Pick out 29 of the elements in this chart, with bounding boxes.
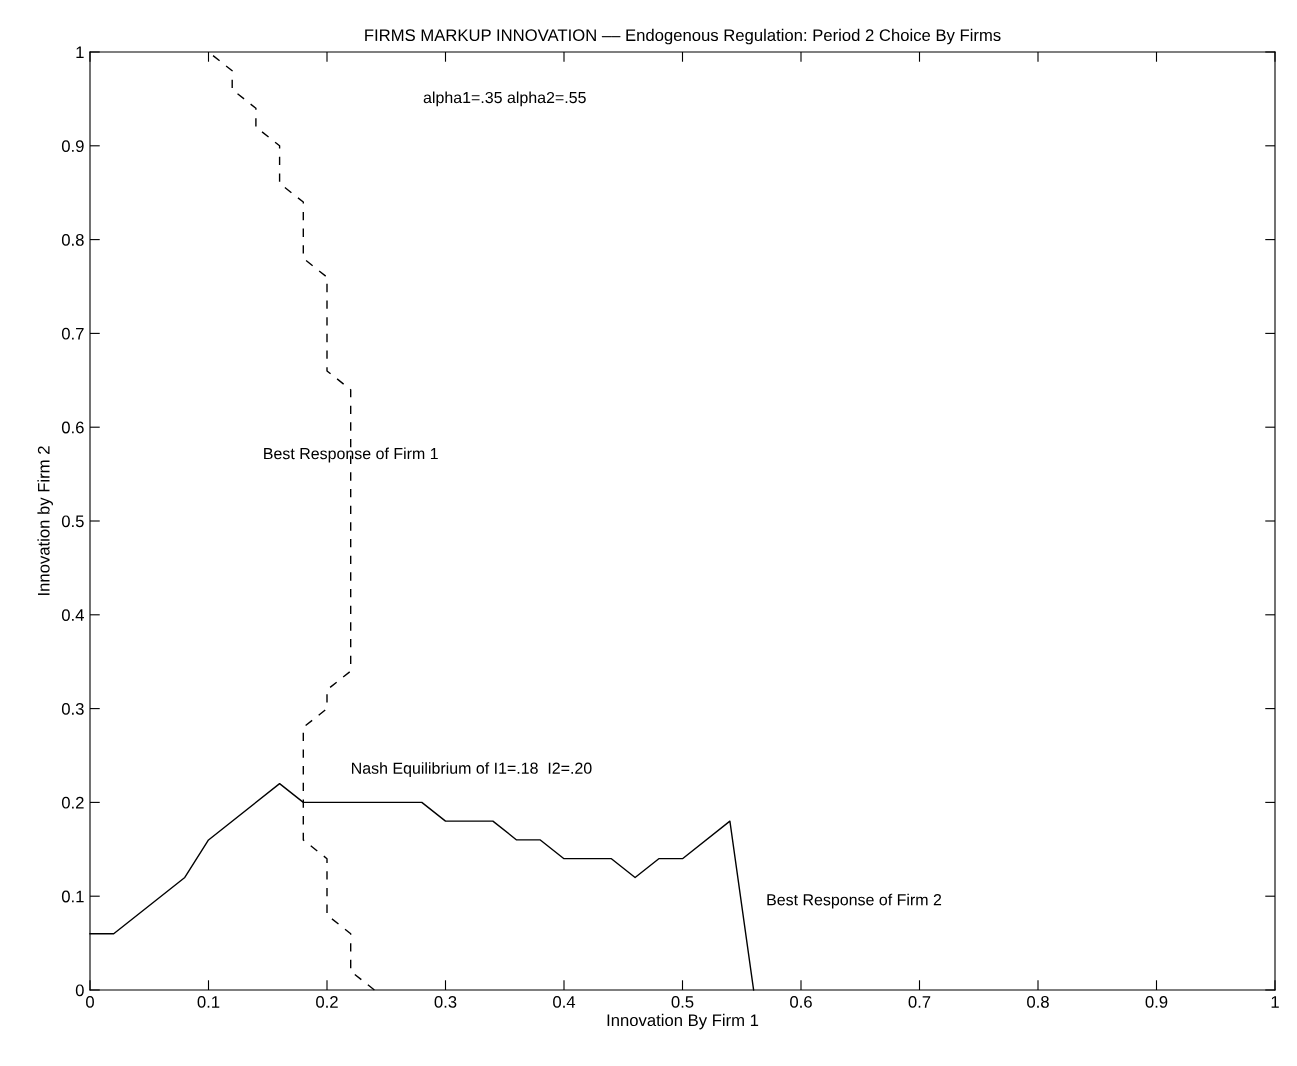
y-tick-label: 0.3	[61, 703, 84, 715]
y-tick-label: 1	[76, 46, 84, 59]
x-tick-label: 0.7	[908, 996, 931, 1008]
y-tick-label: 0.6	[61, 421, 84, 434]
series-label: Best Response of Firm 2	[767, 893, 942, 909]
y-tick-label: 0.7	[61, 327, 84, 340]
chart-title: FIRMS MARKUP INNOVATION –– Endogenous Regulation: Period 2 Choice By Firms	[365, 28, 1001, 45]
annotation: Nash Equilibrium of I1=.18 I2=.20	[352, 762, 592, 778]
y-tick-label: 0.1	[61, 890, 84, 903]
x-tick-label: 0.4	[553, 996, 576, 1008]
y-tick-label: 0.2	[61, 796, 84, 809]
y-tick-label: 0.9	[61, 140, 84, 152]
x-tick-label: 0.1	[197, 996, 220, 1008]
y-tick-label: 0	[75, 984, 84, 997]
y-tick-label: 0.5	[61, 515, 84, 528]
x-tick-label: 0.6	[790, 996, 812, 1008]
y-tick-label: 0.8	[61, 234, 84, 246]
x-tick-label: 0.2	[316, 996, 338, 1008]
x-tick-label: 0.3	[434, 996, 457, 1008]
y-axis-title: Innovation by Firm 2	[37, 446, 53, 595]
series-label: Best Response of Firm 1	[264, 447, 438, 463]
annotation: alpha1=.35 alpha2=.55	[423, 91, 586, 107]
y-tick-label: 0.4	[61, 609, 84, 621]
x-tick-label: 0.8	[1027, 996, 1049, 1008]
x-tick-label: 0.5	[671, 996, 694, 1008]
x-tick-label: 0.9	[1145, 996, 1168, 1008]
x-tick-label: 0	[86, 996, 94, 1008]
x-tick-label: 1	[1271, 996, 1279, 1008]
x-axis-title: Innovation By Firm 1	[607, 1013, 759, 1030]
